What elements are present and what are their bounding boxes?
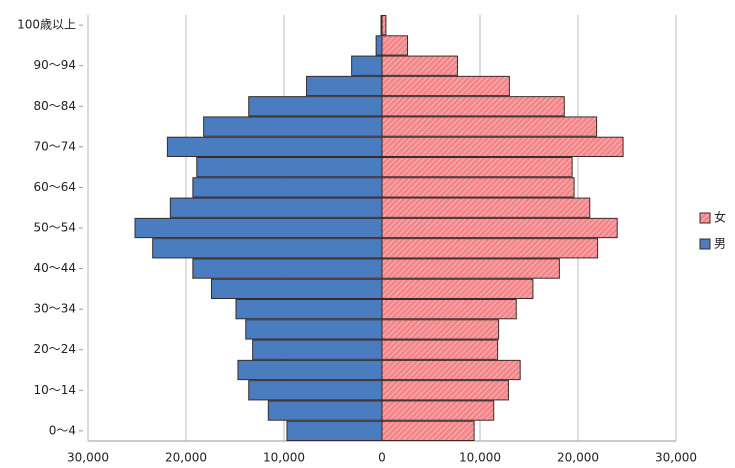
- legend-label: 男: [714, 237, 726, 251]
- y-tick-label: 20～24: [33, 342, 76, 356]
- bar: [248, 96, 383, 117]
- bar: [381, 238, 599, 259]
- bar: [267, 400, 383, 421]
- bar: [210, 278, 383, 300]
- bar: [169, 197, 383, 218]
- bar: [381, 157, 573, 178]
- x-tick-label: 0: [378, 451, 386, 465]
- y-tick-label: 60～64: [33, 180, 76, 194]
- y-tick-label: 90～94: [33, 58, 76, 72]
- bar: [375, 35, 383, 56]
- bar: [381, 197, 591, 218]
- bar: [381, 96, 565, 117]
- x-tick-label: 20,000: [165, 451, 207, 465]
- y-tick-label: 30～34: [33, 302, 76, 316]
- legend-swatch: [699, 238, 711, 250]
- bar: [252, 339, 383, 360]
- bar: [381, 177, 575, 198]
- bar: [381, 35, 408, 56]
- bar: [381, 319, 500, 340]
- bar: [380, 15, 383, 36]
- bar: [381, 75, 510, 97]
- bar: [203, 116, 383, 137]
- bar: [134, 217, 383, 239]
- bar: [351, 55, 383, 76]
- bar: [248, 380, 383, 401]
- legend-swatch: [699, 212, 711, 224]
- bar: [381, 116, 598, 137]
- bar: [381, 278, 534, 300]
- y-tick-label: 100歳以上: [17, 18, 76, 32]
- bar: [381, 339, 499, 360]
- bar: [235, 299, 383, 320]
- y-tick-label: 50～54: [33, 221, 76, 235]
- bar: [237, 359, 383, 381]
- bar: [152, 238, 383, 259]
- bar: [286, 420, 383, 442]
- bar: [381, 420, 475, 442]
- x-tick-label: 10,000: [459, 451, 501, 465]
- bar: [381, 217, 618, 239]
- bar: [306, 75, 383, 97]
- y-tick-label: 70～74: [33, 139, 76, 153]
- y-tick-label: 0～4: [49, 423, 76, 437]
- bar: [381, 380, 509, 401]
- x-tick-label: 30,000: [67, 451, 109, 465]
- bar: [192, 258, 383, 279]
- bar: [196, 157, 383, 178]
- x-tick-label: 20,000: [557, 451, 599, 465]
- bar: [166, 136, 383, 157]
- legend-label: 女: [714, 210, 726, 225]
- bar: [192, 177, 383, 198]
- bar: [381, 258, 560, 279]
- x-tick-label: 30,000: [655, 451, 697, 465]
- bar: [245, 319, 383, 340]
- bar: [381, 136, 624, 157]
- x-tick-label: 10,000: [263, 451, 305, 465]
- bar: [381, 359, 521, 381]
- y-tick-label: 80～84: [33, 99, 76, 113]
- bar: [381, 15, 387, 36]
- y-tick-label: 10～14: [33, 383, 76, 397]
- y-tick-label: 40～44: [33, 261, 76, 275]
- bar: [381, 299, 517, 320]
- bar: [381, 55, 458, 76]
- bar: [381, 400, 495, 421]
